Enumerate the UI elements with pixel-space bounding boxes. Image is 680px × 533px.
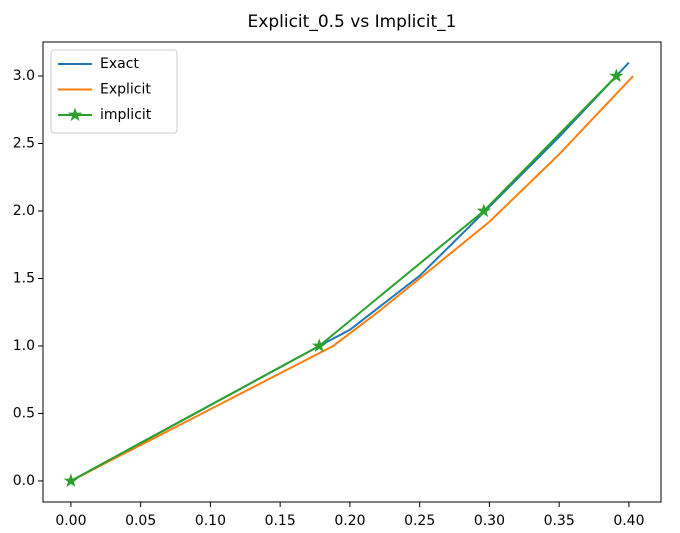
x-tick-label: 0.15 xyxy=(265,513,296,529)
y-tick-label: 1.5 xyxy=(13,270,35,286)
x-tick-label: 0.25 xyxy=(404,513,435,529)
point-marker xyxy=(312,338,327,353)
x-tick-label: 0.00 xyxy=(55,513,86,529)
y-tick-label: 2.0 xyxy=(13,203,35,219)
y-tick-label: 0.0 xyxy=(13,473,35,489)
legend-label: implicit xyxy=(100,107,152,123)
y-tick-label: 2.5 xyxy=(13,136,35,152)
x-tick-label: 0.40 xyxy=(613,513,644,529)
x-tick-label: 0.30 xyxy=(474,513,505,529)
y-tick-label: 0.5 xyxy=(13,405,35,421)
x-tick-label: 0.20 xyxy=(334,513,365,529)
y-tick-label: 1.0 xyxy=(13,338,35,354)
y-tick-label: 3.0 xyxy=(13,68,35,84)
series-line xyxy=(70,75,634,482)
chart-title: Explicit_0.5 vs Implicit_1 xyxy=(248,12,457,32)
legend-label: Explicit xyxy=(100,82,151,98)
x-tick-label: 0.10 xyxy=(195,513,226,529)
point-marker xyxy=(609,68,624,83)
x-tick-label: 0.35 xyxy=(544,513,575,529)
plot-frame xyxy=(42,41,662,503)
legend-box xyxy=(50,49,178,134)
legend-marker xyxy=(67,107,83,122)
legend-label: Exact xyxy=(100,56,139,72)
point-marker xyxy=(476,203,491,218)
series-line xyxy=(70,75,618,482)
point-marker xyxy=(63,473,79,488)
x-tick-label: 0.05 xyxy=(125,513,156,529)
